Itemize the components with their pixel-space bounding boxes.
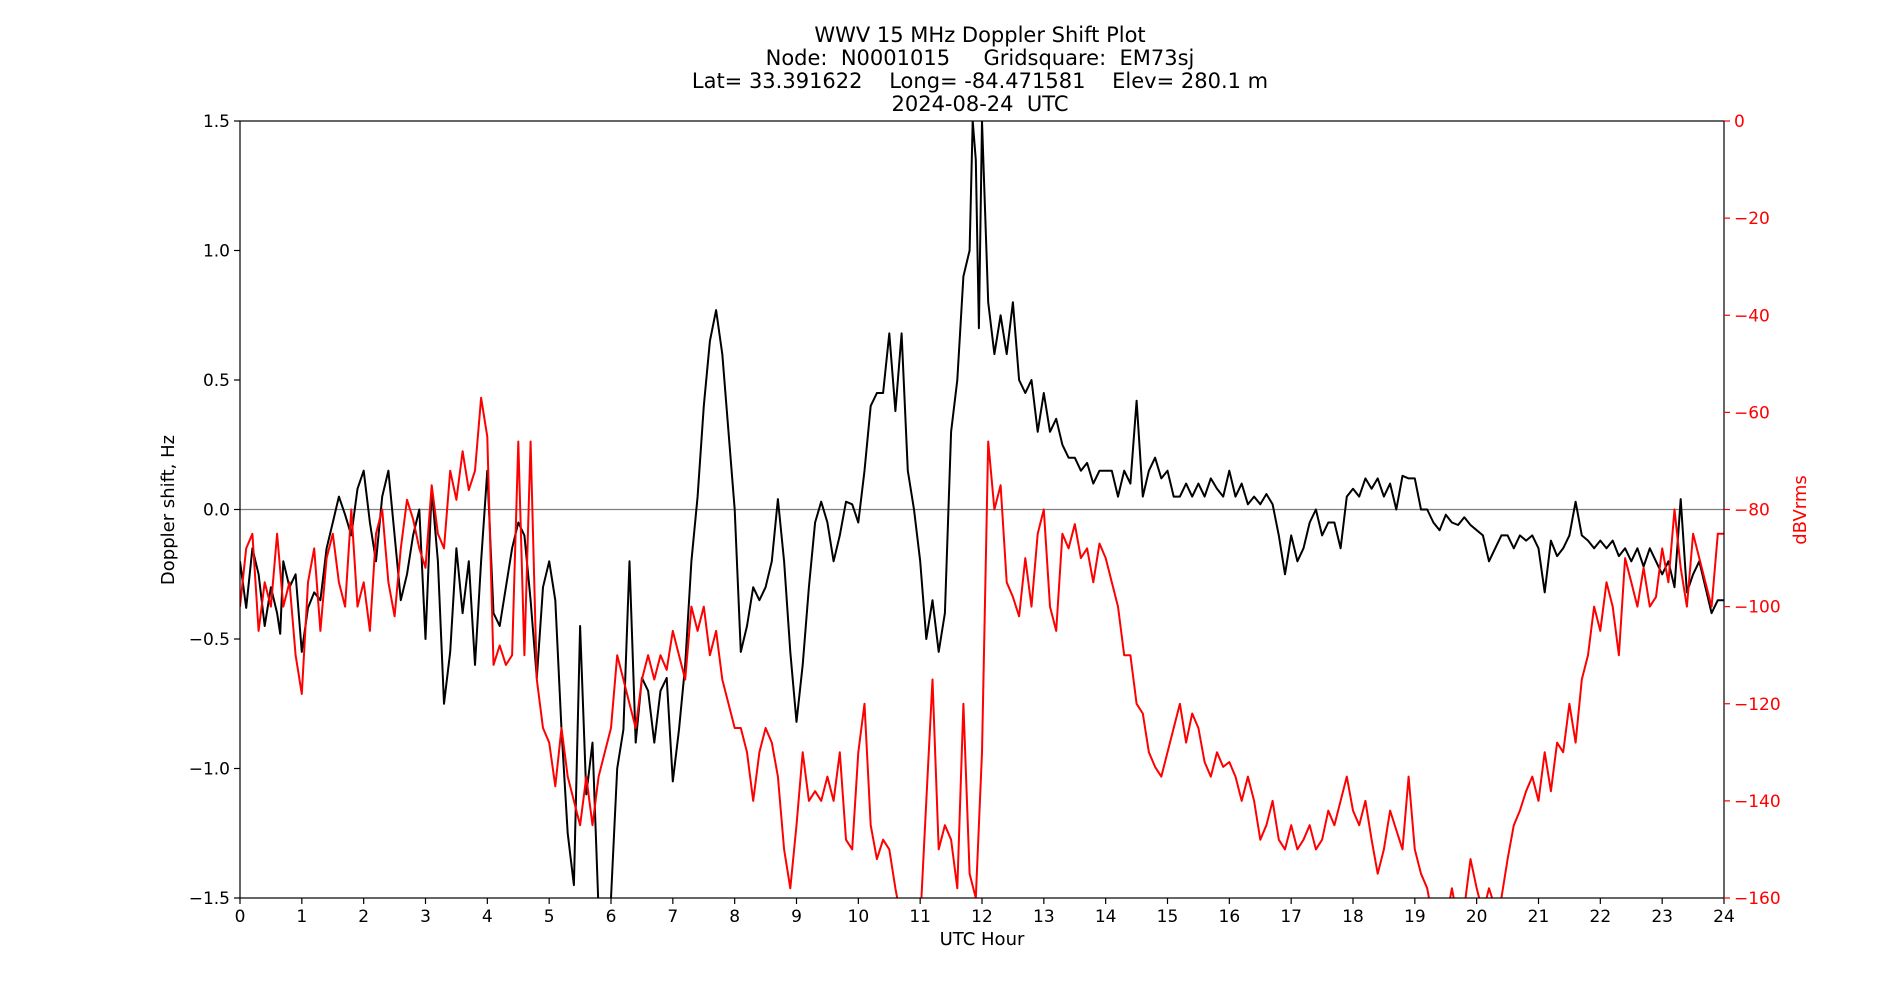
x-tick-label: 20: [1466, 907, 1488, 927]
power-series-line: [240, 396, 1724, 898]
y-right-tick-label: −140: [1734, 792, 1781, 812]
x-tick-label: 14: [1095, 907, 1117, 927]
y-right-tick-label: −60: [1734, 403, 1770, 423]
y-left-tick-label: −0.5: [189, 630, 230, 650]
x-tick-label: 5: [544, 907, 555, 927]
x-tick-label: 15: [1157, 907, 1179, 927]
x-tick-label: 22: [1590, 907, 1612, 927]
x-tick-label: 11: [909, 907, 931, 927]
series-layer: [240, 121, 1724, 898]
x-tick-label: 10: [848, 907, 870, 927]
x-tick-label: 2: [358, 907, 369, 927]
axes-layer: 0 1 2 3 4 5 6 7 8 9 10 11 12 13 14 15 16 17 18 19 20 21 22 23 24…: [189, 112, 1781, 927]
chart-subtitle-node: Node: N0001015 Gridsquare: EM73sj: [766, 46, 1195, 70]
y-left-tick-label: 1.5: [203, 112, 230, 132]
x-tick-label: 3: [420, 907, 431, 927]
x-tick-label: 4: [482, 907, 493, 927]
x-tick-label: 16: [1219, 907, 1241, 927]
chart-title-block: WWV 15 MHz Doppler Shift Plot Node: N000…: [692, 23, 1268, 116]
chart-subtitle-date: 2024-08-24 UTC: [891, 92, 1068, 116]
x-tick-label: 19: [1404, 907, 1426, 927]
y-axis-right-label: dBVrms: [1790, 475, 1811, 545]
y-left-tick-label: 0.5: [203, 371, 230, 391]
x-tick-label: 13: [1033, 907, 1055, 927]
x-tick-label: 18: [1342, 907, 1364, 927]
doppler-series-line: [240, 121, 1724, 898]
y-right-tick-label: 0: [1734, 112, 1745, 132]
y-right-tick-label: −120: [1734, 695, 1781, 715]
x-tick-label: 9: [791, 907, 802, 927]
chart-subtitle-location: Lat= 33.391622 Long= -84.471581 Elev= 28…: [692, 69, 1268, 93]
y-left-tick-label: 1.0: [203, 242, 230, 262]
y-right-tick-label: −160: [1734, 889, 1781, 909]
x-tick-label: 12: [971, 907, 993, 927]
y-right-tick-label: −20: [1734, 209, 1770, 229]
y-right-tick-label: −80: [1734, 501, 1770, 521]
chart-title: WWV 15 MHz Doppler Shift Plot: [814, 23, 1145, 47]
x-tick-label: 0: [235, 907, 246, 927]
y-left-tick-label: 0.0: [203, 501, 230, 521]
x-tick-label: 24: [1713, 907, 1735, 927]
y-left-tick-label: −1.0: [189, 760, 230, 780]
x-axis-label: UTC Hour: [940, 929, 1025, 950]
x-tick-label: 7: [667, 907, 678, 927]
y-right-tick-label: −100: [1734, 598, 1781, 618]
y-left-tick-label: −1.5: [189, 889, 230, 909]
x-tick-label: 21: [1528, 907, 1550, 927]
x-tick-label: 23: [1651, 907, 1673, 927]
y-axis-left-label: Doppler shift, Hz: [158, 435, 179, 585]
x-tick-label: 8: [729, 907, 740, 927]
x-tick-label: 6: [606, 907, 617, 927]
x-tick-label: 1: [296, 907, 307, 927]
x-tick-label: 17: [1280, 907, 1302, 927]
y-right-tick-label: −40: [1734, 306, 1770, 326]
